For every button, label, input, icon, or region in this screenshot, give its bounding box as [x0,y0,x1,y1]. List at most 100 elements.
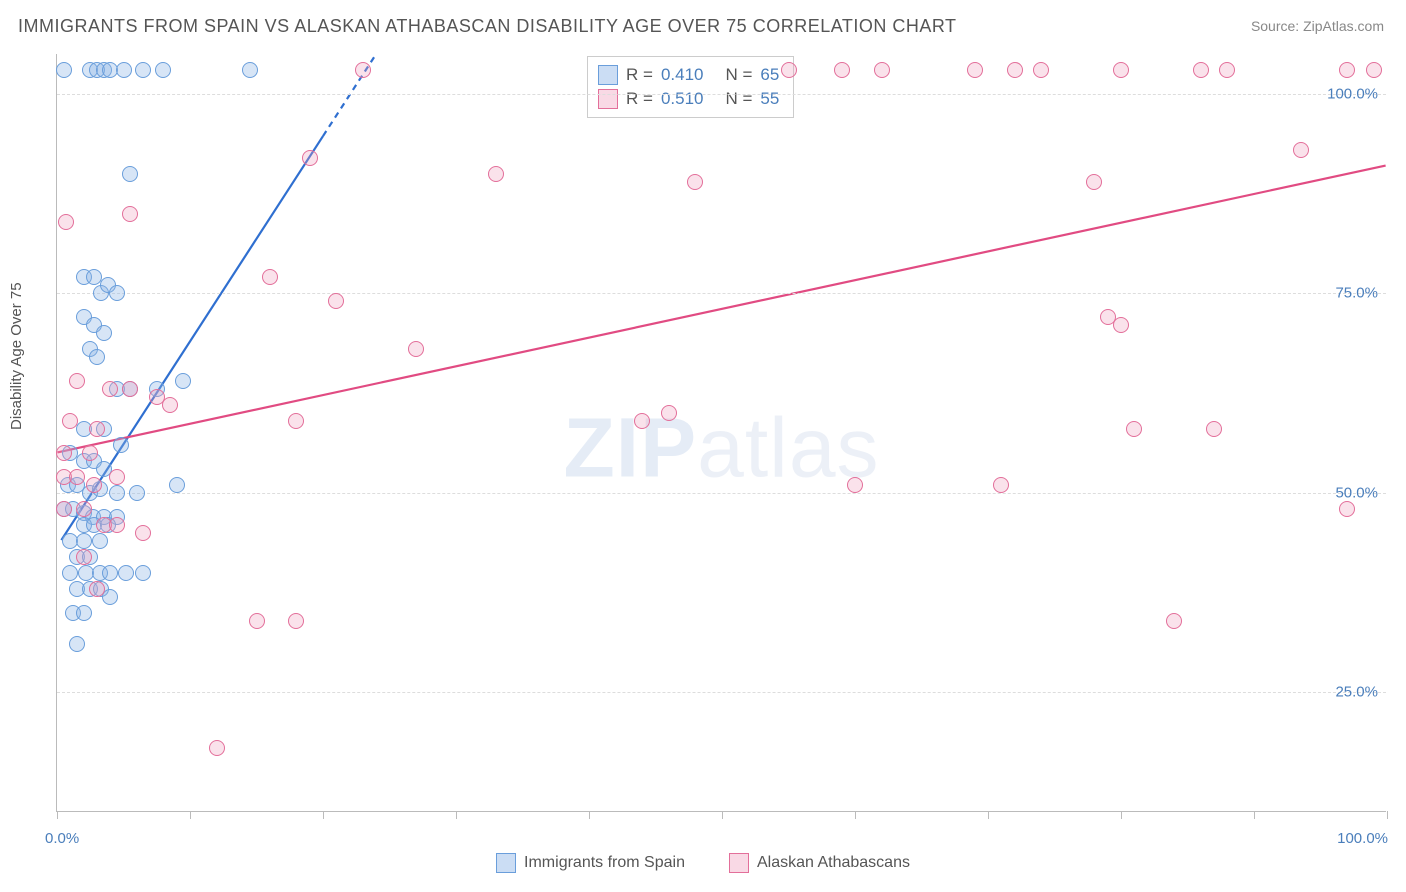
legend-n-value: 55 [760,87,779,111]
marker-spain [102,565,118,581]
marker-spain [89,349,105,365]
marker-athabascan [1219,62,1235,78]
legend-series-label: Immigrants from Spain [524,854,685,872]
legend-swatch [496,853,516,873]
gridline-h [57,493,1386,494]
marker-athabascan [634,413,650,429]
marker-athabascan [834,62,850,78]
marker-athabascan [56,445,72,461]
marker-spain [129,485,145,501]
marker-spain [109,485,125,501]
marker-athabascan [967,62,983,78]
x-tick [855,811,856,819]
marker-athabascan [687,174,703,190]
legend-r-row: R =0.510N =55 [598,87,779,111]
marker-athabascan [86,477,102,493]
marker-athabascan [62,413,78,429]
marker-athabascan [102,381,118,397]
marker-spain [69,636,85,652]
marker-athabascan [262,269,278,285]
legend-r-value: 0.510 [661,87,704,111]
legend-r-value: 0.410 [661,63,704,87]
x-tick [722,811,723,819]
y-axis-label: Disability Age Over 75 [8,282,25,430]
marker-spain [155,62,171,78]
legend-r-label: R = [626,87,653,111]
marker-athabascan [76,549,92,565]
marker-athabascan [1206,421,1222,437]
y-tick-label: 25.0% [1335,684,1378,701]
marker-spain [96,325,112,341]
marker-athabascan [56,501,72,517]
watermark-bold: ZIP [563,400,697,494]
marker-athabascan [847,477,863,493]
marker-athabascan [1033,62,1049,78]
y-tick-label: 50.0% [1335,484,1378,501]
x-tick [1387,811,1388,819]
marker-spain [76,605,92,621]
marker-spain [109,285,125,301]
y-tick-label: 75.0% [1335,285,1378,302]
x-tick [456,811,457,819]
marker-spain [56,62,72,78]
legend-n-value: 65 [760,63,779,87]
gridline-h [57,692,1386,693]
marker-spain [76,533,92,549]
marker-athabascan [874,62,890,78]
marker-athabascan [109,469,125,485]
marker-athabascan [76,501,92,517]
legend-r-label: R = [626,63,653,87]
marker-spain [242,62,258,78]
marker-athabascan [82,445,98,461]
marker-spain [113,437,129,453]
legend-swatch [598,65,618,85]
gridline-h [57,94,1386,95]
marker-athabascan [1339,62,1355,78]
marker-athabascan [408,341,424,357]
marker-athabascan [355,62,371,78]
x-tick [57,811,58,819]
marker-athabascan [135,525,151,541]
source-label: Source: ZipAtlas.com [1251,18,1384,34]
marker-athabascan [1166,613,1182,629]
marker-athabascan [209,740,225,756]
marker-spain [118,565,134,581]
trend-lines-svg [57,54,1386,811]
legend-item: Immigrants from Spain [496,853,685,873]
marker-athabascan [1113,317,1129,333]
series-legend: Immigrants from Spain Alaskan Athabascans [0,853,1406,878]
marker-athabascan [162,397,178,413]
chart-title: IMMIGRANTS FROM SPAIN VS ALASKAN ATHABAS… [18,16,957,37]
marker-spain [62,565,78,581]
legend-n-label: N = [725,63,752,87]
marker-athabascan [993,477,1009,493]
legend-series-label: Alaskan Athabascans [757,854,910,872]
marker-athabascan [302,150,318,166]
marker-athabascan [1366,62,1382,78]
legend-swatch [729,853,749,873]
x-tick [323,811,324,819]
marker-athabascan [288,413,304,429]
marker-athabascan [69,469,85,485]
marker-athabascan [781,62,797,78]
marker-athabascan [89,421,105,437]
marker-spain [116,62,132,78]
marker-athabascan [328,293,344,309]
marker-spain [135,565,151,581]
y-tick-label: 100.0% [1327,85,1378,102]
x-tick [1254,811,1255,819]
x-axis-min-label: 0.0% [45,830,79,847]
marker-athabascan [122,381,138,397]
marker-athabascan [58,214,74,230]
legend-item: Alaskan Athabascans [729,853,910,873]
gridline-h [57,293,1386,294]
marker-athabascan [89,581,105,597]
correlation-legend: R = 0.410 N = 65R = 0.510 N = 55 [587,56,794,118]
marker-athabascan [1293,142,1309,158]
plot-area: ZIPatlas R =0.410N =65R =0.510N =55 0.0%… [56,54,1386,812]
marker-spain [169,477,185,493]
x-tick [589,811,590,819]
x-tick [1121,811,1122,819]
legend-r-row: R = 0.410 N = 65 [598,63,779,87]
marker-athabascan [1339,501,1355,517]
